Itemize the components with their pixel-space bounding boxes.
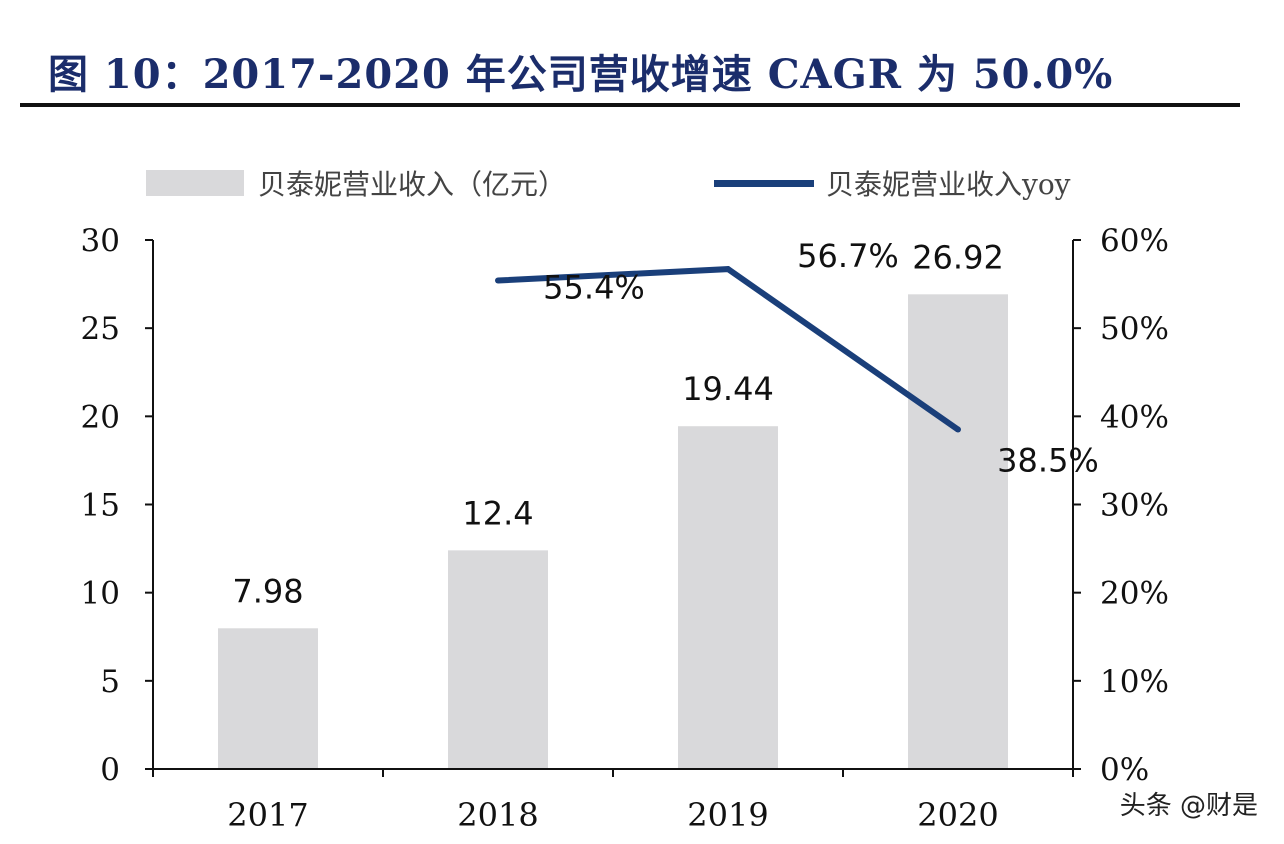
- bar-2017: [218, 628, 318, 769]
- y-right-tick-label: 30%: [1100, 488, 1169, 524]
- yoy-value-label: 55.4%: [543, 269, 645, 307]
- legend-item-bar: 贝泰妮营业收入（亿元）: [146, 166, 567, 201]
- bar-value-label: 7.98: [232, 572, 303, 610]
- y-right-tick-label: 60%: [1100, 223, 1169, 259]
- bar-2018: [448, 550, 548, 769]
- watermark: 头条 @财是: [1119, 791, 1258, 821]
- yoy-point-2019: [725, 266, 731, 273]
- yoy-value-label: 38.5%: [997, 442, 1099, 480]
- chart-title: 图 10：2017-2020 年公司营收增速 CAGR 为 50.0%: [48, 51, 1114, 98]
- y-left-tick-label: 15: [81, 488, 120, 524]
- bar-2020: [908, 294, 1008, 769]
- bar-value-label: 12.4: [462, 494, 533, 532]
- y-left-tick-label: 0: [100, 752, 120, 788]
- x-tick-label: 2017: [227, 796, 308, 834]
- x-tick-label: 2018: [457, 796, 538, 834]
- y-left-tick-label: 25: [81, 311, 120, 347]
- y-left-tick-label: 10: [81, 576, 120, 612]
- legend-label-line: 贝泰妮营业收入yoy: [826, 168, 1071, 201]
- x-tick-label: 2019: [687, 796, 768, 834]
- y-left-tick-label: 5: [100, 664, 120, 700]
- yoy-value-label: 56.7%: [797, 237, 899, 275]
- legend-swatch-line: [714, 179, 814, 187]
- legend-swatch-bar: [146, 170, 244, 196]
- y-left-tick-label: 20: [81, 399, 120, 435]
- y-left-tick-label: 30: [81, 223, 120, 259]
- y-right-tick-label: 40%: [1100, 399, 1169, 435]
- x-tick-label: 2020: [917, 796, 998, 834]
- bar-value-label: 26.92: [912, 238, 1004, 276]
- y-right-tick-label: 0%: [1100, 752, 1149, 788]
- yoy-point-2018: [495, 277, 501, 284]
- yoy-point-2020: [955, 426, 961, 433]
- y-right-tick-label: 20%: [1100, 576, 1169, 612]
- bar-2019: [678, 426, 778, 769]
- legend-label-bar: 贝泰妮营业收入（亿元）: [258, 168, 567, 201]
- title-divider: [20, 103, 1240, 107]
- y-right-tick-label: 50%: [1100, 311, 1169, 347]
- y-right-tick-label: 10%: [1100, 664, 1169, 700]
- bar-value-label: 19.44: [682, 370, 774, 408]
- legend-item-line: 贝泰妮营业收入yoy: [714, 166, 1071, 201]
